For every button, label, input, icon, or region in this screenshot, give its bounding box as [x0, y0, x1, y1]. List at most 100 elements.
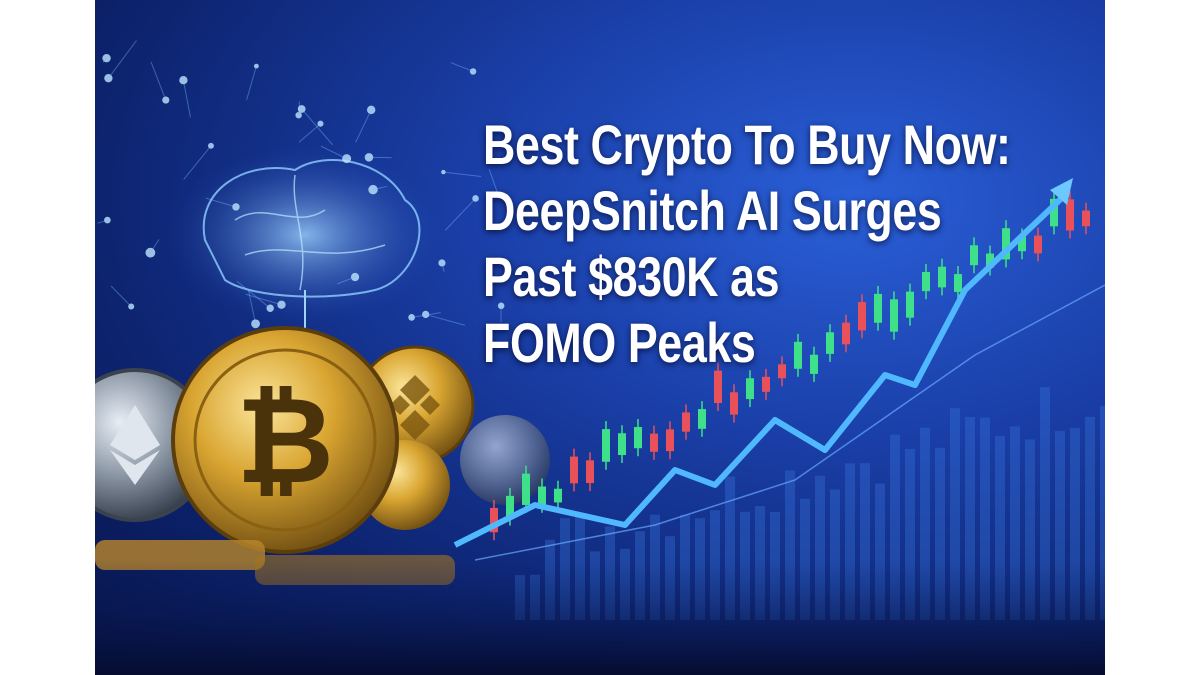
volume-bar [1085, 416, 1095, 620]
network-link [320, 145, 347, 160]
network-link [355, 109, 372, 143]
network-link [450, 62, 474, 72]
network-node [251, 319, 260, 329]
network-link [97, 219, 108, 224]
network-node [104, 216, 111, 224]
candle-up [506, 495, 514, 518]
network-node [472, 195, 479, 202]
network-link [248, 290, 257, 324]
candle-up [906, 291, 914, 318]
network-node [441, 169, 446, 175]
network-node [364, 153, 374, 162]
volume-bar [890, 434, 900, 620]
network-node [104, 73, 113, 83]
candle-up [522, 473, 530, 505]
candle-down [714, 370, 722, 403]
network-node [266, 304, 274, 312]
candle-down [858, 302, 866, 331]
volume-bar [1010, 426, 1020, 620]
network-node [408, 314, 415, 321]
network-link [425, 313, 465, 326]
volume-bar [905, 448, 915, 620]
headline-line: FOMO Peaks [483, 311, 756, 374]
volume-bar [920, 427, 930, 620]
network-node [208, 142, 214, 149]
network-link [411, 312, 441, 318]
candle-down [570, 456, 578, 484]
volume-bar [1100, 405, 1105, 620]
network-node [145, 247, 156, 258]
bitcoin-coin-icon: ₿ [171, 326, 399, 554]
network-nodes [97, 40, 505, 352]
candle-down [490, 507, 498, 533]
network-node [495, 192, 501, 197]
network-node [469, 68, 477, 75]
volume-bar [860, 463, 870, 620]
candle-down [650, 433, 658, 452]
candle-up [874, 293, 882, 323]
network-link [149, 239, 160, 253]
volume-bar [1055, 431, 1065, 620]
network-link [372, 185, 388, 191]
network-link [182, 80, 191, 118]
volume-bar [935, 447, 945, 620]
headline-line: Past $830K as [483, 245, 780, 308]
candle-up [954, 274, 962, 292]
candle-up [986, 253, 994, 268]
volume-bar [830, 489, 840, 620]
network-node [162, 96, 170, 104]
network-node [368, 184, 378, 195]
candle-up [538, 486, 546, 505]
network-node [253, 63, 259, 69]
network-node [497, 302, 505, 310]
volume-bar [785, 470, 795, 620]
network-link [488, 168, 499, 195]
network-link [236, 280, 271, 309]
crypto-illustration: ₿ [95, 40, 1105, 675]
network-node [366, 105, 376, 115]
network-node [128, 303, 135, 310]
volume-bar [995, 435, 1005, 620]
volume-bar [875, 483, 885, 620]
network-node [342, 154, 352, 164]
candle-up [826, 332, 834, 354]
volume-bar [950, 408, 960, 620]
candle-down [842, 322, 850, 345]
candle-down [1034, 235, 1042, 254]
candle-up [794, 341, 802, 369]
network-link [183, 145, 212, 180]
coin-icon [460, 415, 550, 505]
candle-up [554, 488, 562, 503]
candle-up [698, 409, 706, 429]
network-node [317, 120, 324, 127]
candle-up [602, 429, 610, 462]
network-link [337, 276, 356, 285]
candle-up [1002, 228, 1010, 260]
network-link [301, 108, 334, 146]
trend-arrow-icon [1050, 178, 1073, 205]
candle-down [1082, 210, 1090, 227]
candle-down [586, 460, 594, 484]
volume-bar [845, 463, 855, 620]
volume-bar [1025, 439, 1035, 620]
network-node [232, 203, 240, 211]
network-link [150, 61, 167, 101]
volume-bar [1070, 427, 1080, 620]
candle-up [746, 378, 754, 400]
article-banner: ₿ Best Crypto To Buy Now: DeepSnitch AI … [95, 0, 1105, 675]
volume-bar [1040, 387, 1050, 620]
network-link [246, 65, 257, 101]
headline: Best Crypto To Buy Now: DeepSnitch AI Su… [483, 112, 1011, 376]
network-node [422, 310, 430, 319]
candle-up [922, 271, 930, 292]
candle-up [890, 299, 898, 332]
network-node [179, 76, 188, 85]
network-link [108, 40, 137, 79]
network-link [245, 293, 282, 306]
network-node [295, 111, 302, 119]
network-link [110, 285, 132, 307]
candle-down [682, 412, 690, 432]
candle-up [1050, 198, 1058, 227]
volume-bar [965, 416, 975, 620]
network-link [102, 57, 107, 63]
